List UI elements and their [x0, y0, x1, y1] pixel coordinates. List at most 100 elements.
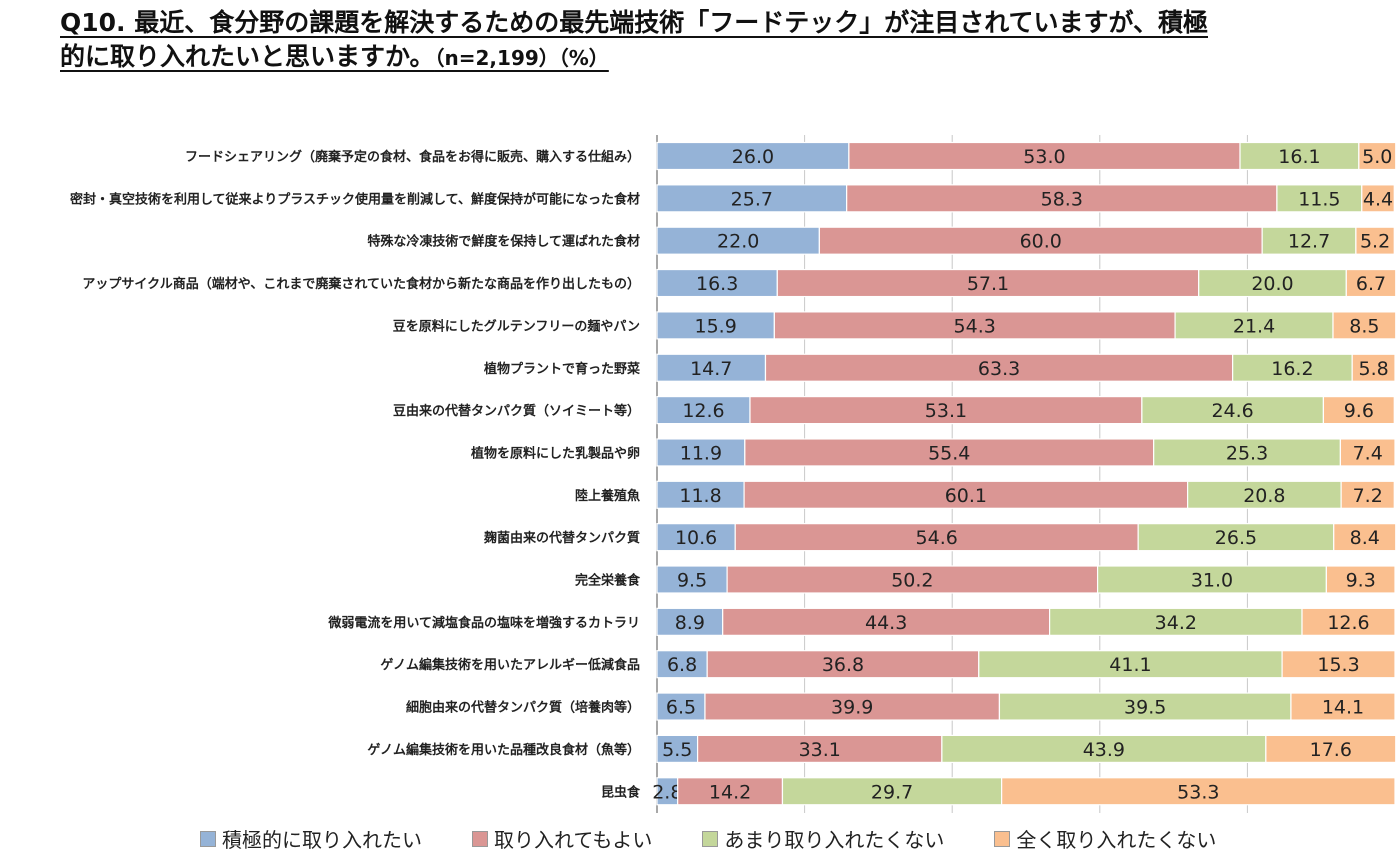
data-label: 21.4 — [1233, 315, 1275, 337]
bar-segment — [677, 777, 784, 806]
data-label: 26.0 — [732, 146, 774, 168]
bar-segment — [1340, 480, 1395, 509]
legend-swatch — [702, 830, 719, 847]
title-suffix: （n=2,199）（%） — [434, 46, 609, 70]
data-label: 39.9 — [831, 697, 873, 719]
bar-segment — [1301, 607, 1396, 636]
legend-label: あまり取り入れたくない — [724, 828, 945, 852]
bar-segment — [1265, 734, 1397, 764]
bar-segment — [776, 268, 1200, 298]
data-label: 14.2 — [709, 781, 751, 803]
data-label: 8.4 — [1350, 527, 1380, 549]
bar-segment — [656, 734, 699, 764]
data-label: 6.8 — [667, 654, 697, 676]
data-label: 5.8 — [1358, 358, 1388, 380]
data-label: 9.3 — [1346, 570, 1376, 592]
bar-segment — [704, 692, 1001, 721]
data-label: 5.2 — [1360, 231, 1390, 253]
data-label: 25.3 — [1226, 442, 1268, 464]
data-label: 25.7 — [731, 188, 773, 210]
bar-segment — [846, 184, 1278, 213]
data-label: 53.1 — [925, 400, 967, 422]
data-label: 16.3 — [696, 273, 738, 295]
bar-segment — [1232, 353, 1353, 382]
data-label: 43.9 — [1083, 739, 1125, 761]
bar-segment — [1187, 480, 1342, 509]
data-label: 14.1 — [1322, 697, 1364, 719]
bar-segment — [656, 353, 767, 382]
bar-segment — [1001, 777, 1396, 806]
legend-swatch — [200, 830, 216, 847]
data-label: 34.2 — [1155, 612, 1197, 634]
data-label: 11.5 — [1298, 188, 1340, 210]
data-label: 17.6 — [1310, 739, 1352, 761]
legend-label: 取り入れてもよい — [494, 828, 653, 852]
bar-segment — [656, 523, 736, 552]
data-label: 54.6 — [916, 527, 958, 549]
bar-segment — [1332, 311, 1397, 340]
data-label: 10.6 — [675, 527, 717, 549]
category-label: 微弱電流を用いて減塩食品の塩味を増強するカトラリ — [327, 615, 640, 631]
bar-segment — [1281, 650, 1396, 679]
data-label: 33.1 — [799, 739, 841, 761]
data-label: 4.4 — [1363, 188, 1393, 210]
data-label: 54.3 — [954, 315, 996, 337]
data-label: 6.7 — [1356, 273, 1386, 295]
data-label: 5.5 — [662, 739, 692, 761]
bar-segment — [818, 226, 1263, 255]
data-label: 7.2 — [1353, 485, 1383, 507]
bar-segment — [656, 268, 778, 298]
bar-segment — [722, 607, 1051, 636]
chart-title: Q10. 最近、食分野の課題を解決するための最先端技術「フードテック」が注目され… — [60, 6, 1390, 75]
data-label: 9.5 — [677, 570, 707, 592]
data-label: 8.5 — [1349, 315, 1379, 337]
category-label: 豆を原料にしたグルテンフリーの麺やパン — [393, 318, 640, 334]
legend-item: あまり取り入れたくない — [702, 824, 944, 853]
data-label: 44.3 — [865, 612, 907, 634]
data-label: 31.0 — [1191, 570, 1233, 592]
category-label: 豆由来の代替タンパク質（ソイミート等） — [393, 403, 640, 419]
data-label: 11.9 — [680, 442, 722, 464]
bar-segment — [1290, 692, 1396, 721]
title-line-1: Q10. 最近、食分野の課題を解決するための最先端技術「フードテック」が注目され… — [60, 8, 1208, 37]
bar-segment — [1141, 396, 1325, 425]
data-label: 26.5 — [1215, 527, 1257, 549]
category-label: 麹菌由来の代替タンパク質 — [483, 530, 640, 546]
data-label: 14.7 — [690, 358, 732, 380]
data-label: 20.0 — [1251, 273, 1293, 295]
legend-item: 取り入れてもよい — [472, 824, 652, 853]
category-label: フードシェアリング（廃棄予定の食材、食品をお得に販売、購入する仕組み） — [185, 149, 640, 165]
data-label: 50.2 — [891, 570, 933, 592]
chart-legend: 積極的に取り入れたい 取り入れてもよい あまり取り入れたくない 全く取り入れたくない — [200, 824, 1266, 853]
bar-segment — [743, 480, 1189, 509]
bar-segment — [656, 311, 775, 340]
bar-segment — [706, 650, 980, 679]
bar-segment — [656, 650, 708, 679]
bar-segment — [1355, 226, 1395, 255]
category-label: アップサイクル商品（端材や、これまで廃棄されていた食材から新たな商品を作り出した… — [82, 276, 640, 292]
data-label: 29.7 — [871, 781, 913, 803]
data-label: 39.5 — [1124, 697, 1166, 719]
bar-segment — [781, 777, 1003, 806]
bar-segment — [656, 607, 724, 636]
data-label: 11.8 — [679, 485, 721, 507]
data-label: 12.6 — [682, 400, 724, 422]
data-label: 15.9 — [695, 315, 737, 337]
bar-segment — [1339, 438, 1396, 467]
category-label: 植物を原料にした乳製品や卵 — [470, 445, 640, 461]
data-label: 57.1 — [967, 273, 1009, 295]
category-label: 密封・真空技術を利用して従来よりプラスチック使用量を削減して、鮮度保持が可能にな… — [69, 191, 640, 207]
legend-item: 全く取り入れたくない — [994, 824, 1216, 853]
category-label: ゲノム編集技術を用いた品種改良食材（魚等） — [367, 742, 640, 758]
data-label: 2.8 — [652, 781, 682, 803]
data-label: 5.0 — [1362, 146, 1392, 168]
data-label: 36.8 — [822, 654, 864, 676]
category-label: ゲノム編集技術を用いたアレルギー低減食品 — [380, 657, 640, 673]
data-label: 15.3 — [1317, 654, 1359, 676]
bar-segment — [744, 438, 1155, 467]
title-line-2: 的に取り入れたいと思いますか。（n=2,199）（%） — [60, 40, 1390, 75]
data-label: 22.0 — [717, 231, 759, 253]
data-label: 41.1 — [1109, 654, 1151, 676]
data-label: 16.1 — [1278, 146, 1320, 168]
